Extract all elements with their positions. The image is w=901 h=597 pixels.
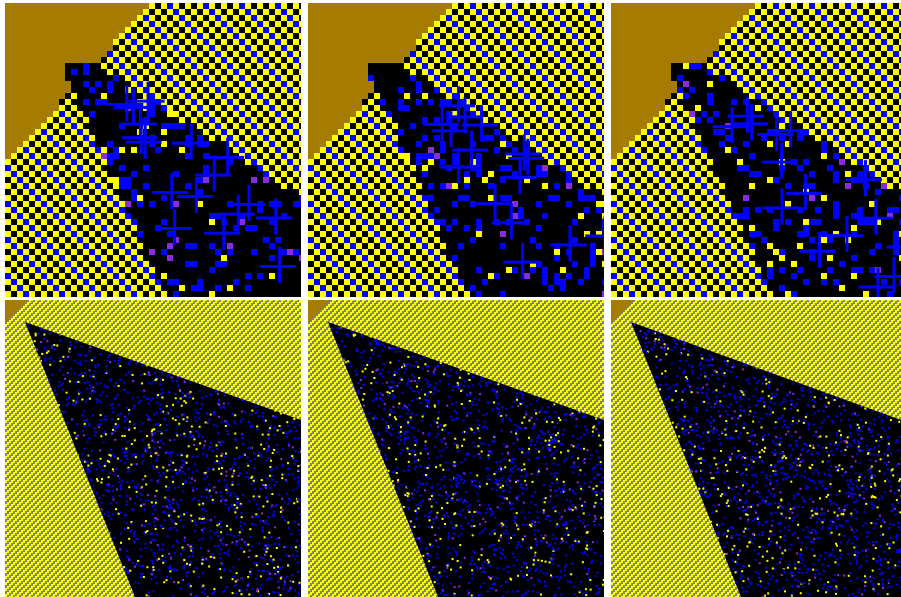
panel-top-2 <box>308 3 604 297</box>
automaton-canvas <box>611 3 901 297</box>
panel-bottom-3 <box>611 300 901 597</box>
panel-bottom-2 <box>308 300 604 597</box>
panel-top-1 <box>5 3 301 297</box>
panel-bottom-1 <box>5 300 301 597</box>
automaton-canvas <box>5 300 301 597</box>
automaton-canvas <box>308 300 604 597</box>
automaton-canvas <box>5 3 301 297</box>
automaton-canvas <box>308 3 604 297</box>
panel-top-3 <box>611 3 901 297</box>
automaton-canvas <box>611 300 901 597</box>
